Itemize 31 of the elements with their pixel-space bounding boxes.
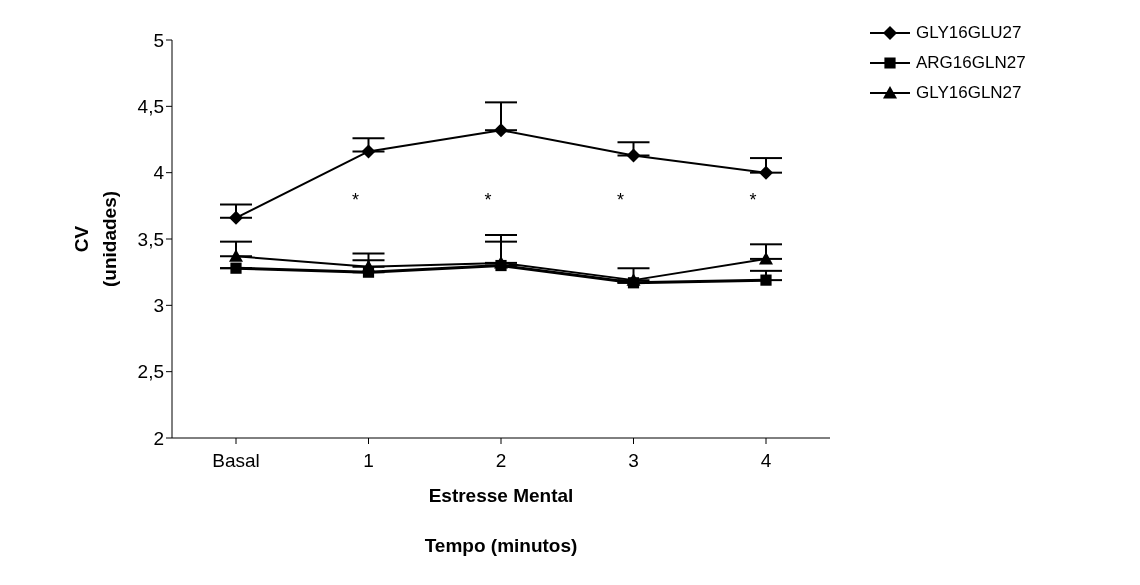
y-tick-label: 5 <box>153 29 164 51</box>
annotation: * <box>616 190 625 211</box>
point <box>626 148 641 163</box>
point <box>494 123 508 138</box>
point <box>361 259 376 273</box>
annotation: * <box>351 190 360 211</box>
y-tick-label: 4 <box>153 162 165 184</box>
x-tick-label: 1 <box>363 450 374 472</box>
y-axis-title: CV (unidades) <box>71 190 120 288</box>
annotation: * <box>748 190 758 211</box>
x-tick-label: Basal <box>212 450 260 472</box>
y-tick-label: 3 <box>153 295 164 317</box>
x-tick-label: 2 <box>495 450 507 472</box>
point <box>361 144 376 159</box>
x-tick-label: 3 <box>628 450 639 472</box>
point <box>229 249 243 262</box>
point <box>229 210 243 225</box>
legend-label: GLY16GLU27 <box>916 23 1022 43</box>
annotation: * <box>483 190 493 211</box>
y-tick-label: 2 <box>153 427 164 449</box>
point <box>626 273 641 286</box>
legend-label: GLY16GLN27 <box>916 83 1022 103</box>
y-tick-label: 4,5 <box>137 96 164 118</box>
point <box>760 274 772 286</box>
y-tick-label: 2,5 <box>137 361 164 383</box>
y-tick-label: 3,5 <box>137 228 164 250</box>
text: Estresse Mental Tempo (minutos) <box>424 485 578 556</box>
x-tick-label: 4 <box>760 450 772 472</box>
point <box>230 262 242 274</box>
point <box>759 165 773 180</box>
legend-label: ARG16GLN27 <box>916 53 1026 73</box>
